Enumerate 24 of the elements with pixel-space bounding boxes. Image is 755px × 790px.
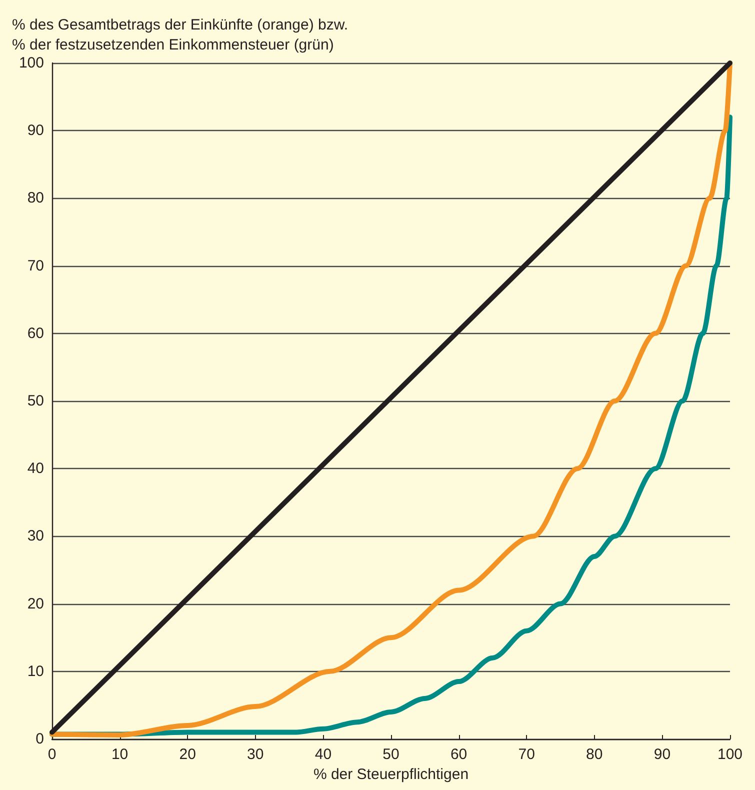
x-tick-label: 40: [314, 746, 332, 763]
x-tick-label: 50: [382, 746, 400, 763]
y-tick-label: 20: [27, 595, 44, 612]
y-tick-label: 60: [27, 324, 44, 342]
x-tick-label: 10: [111, 746, 128, 763]
y-axis-title: % des Gesamtbetrags der Einkünfte (orange) bzw. % der festzusetzenden Einkommensteuer (grün): [12, 16, 348, 54]
x-tick-label: 60: [450, 746, 468, 763]
x-axis-title: % der Steuerpflichtigen: [313, 766, 469, 783]
x-tick-label: 100: [717, 746, 743, 763]
y-tick-label: 10: [27, 662, 44, 680]
y-tick-label: 100: [18, 54, 44, 72]
x-tick-label: 90: [654, 746, 671, 763]
y-tick-label: 50: [27, 392, 44, 410]
y-tick-label: 0: [36, 730, 44, 748]
y-tick-label: 70: [27, 257, 44, 274]
y-tick-label: 40: [27, 460, 44, 478]
y-tick-label: 30: [27, 528, 44, 545]
x-tick-label: 80: [586, 746, 603, 763]
x-tick-label: 30: [247, 746, 264, 763]
y-tick-label: 80: [27, 190, 44, 207]
y-tick-label: 90: [27, 122, 44, 140]
x-tick-label: 70: [518, 746, 535, 763]
x-tick-label: 0: [48, 746, 56, 763]
x-tick-label: 20: [179, 746, 196, 763]
